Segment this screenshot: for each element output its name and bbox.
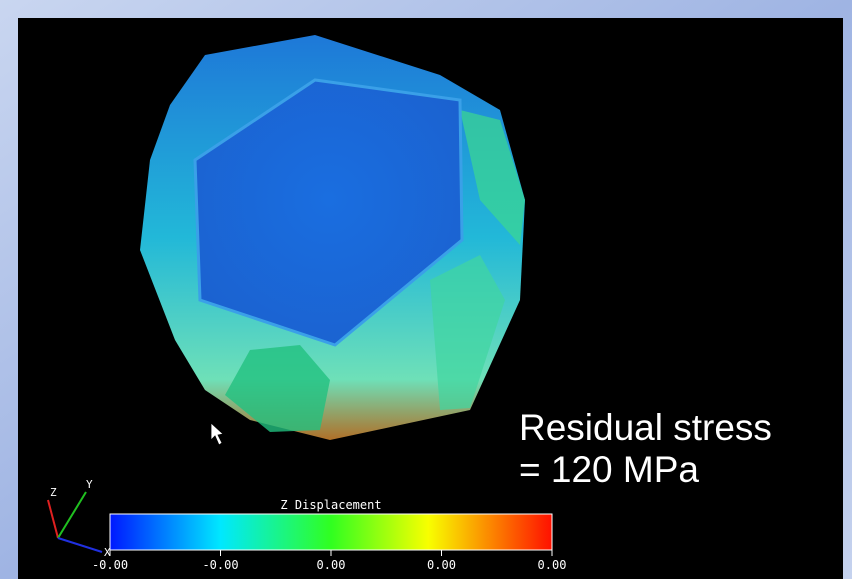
- tick-label: 0.00: [317, 558, 346, 572]
- annotation-line: = 120 MPa: [519, 449, 699, 490]
- page: Residual stress = 120 MPa Z Y X Z Displa…: [0, 0, 852, 579]
- annotation-line: Residual stress: [519, 407, 772, 448]
- screen: Residual stress = 120 MPa Z Y X Z Displa…: [0, 0, 852, 579]
- colorbar-title: Z Displacement: [280, 498, 381, 512]
- axis-label: Y: [86, 478, 93, 491]
- axis-label: Z: [50, 486, 57, 499]
- tick-label: -0.00: [92, 558, 128, 572]
- tick-label: -0.00: [202, 558, 238, 572]
- tick-label: 0.00: [538, 558, 567, 572]
- tick-label: 0.00: [427, 558, 456, 572]
- colorbar: [110, 514, 552, 550]
